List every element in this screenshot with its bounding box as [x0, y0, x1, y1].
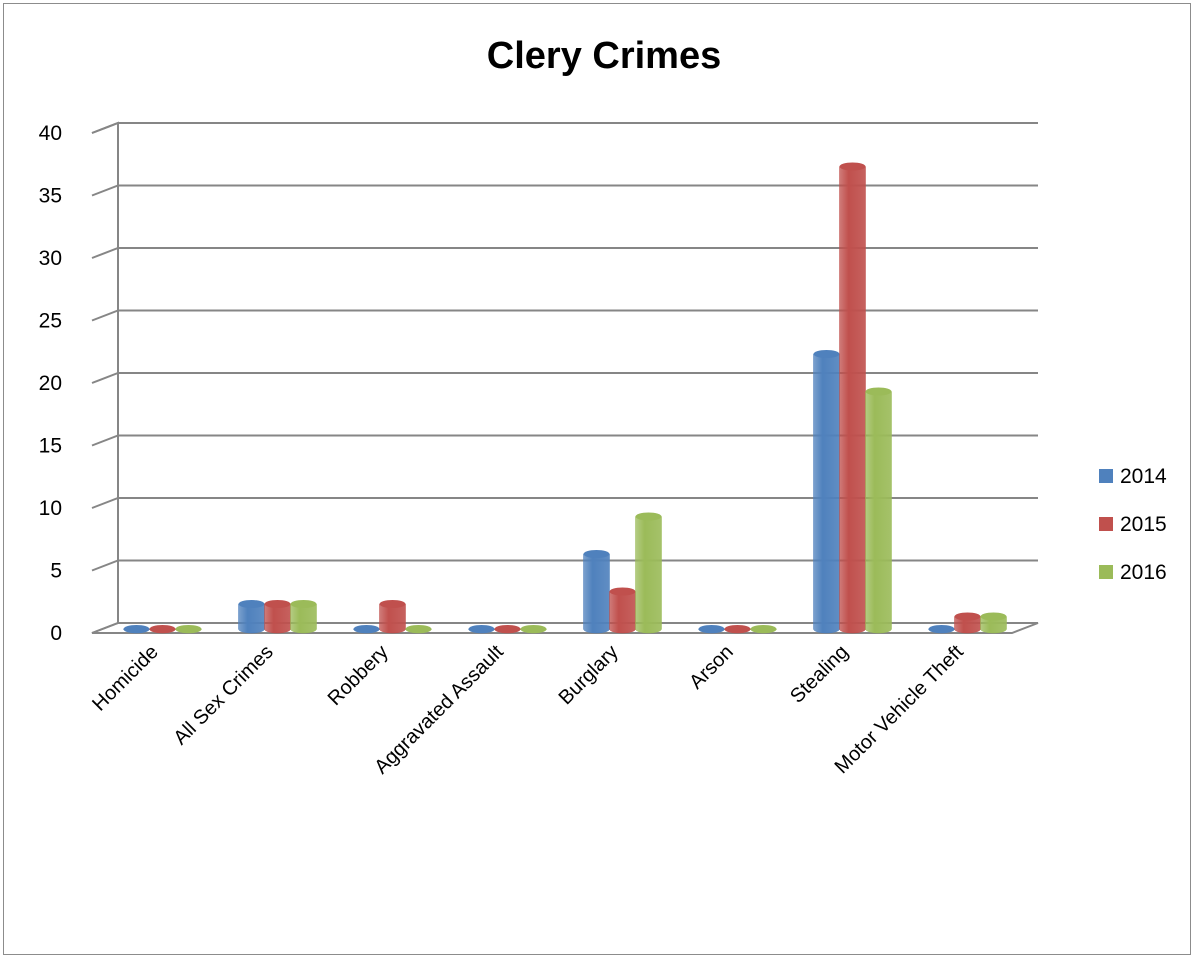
bar-stealing-2014 [813, 353, 840, 634]
chart-walls [91, 121, 1039, 634]
bar-all-sex-crimes-2014 [238, 603, 265, 634]
bar-cap-stealing-2016 [865, 387, 892, 396]
bar-cap-stealing-2014 [813, 350, 840, 358]
x-tick-label: Burglary [555, 641, 623, 709]
bar-cap-arson-2016 [750, 625, 777, 633]
bars [123, 162, 1007, 634]
y-axis-ticks: 0 5 10 15 20 25 30 35 40 [39, 122, 62, 645]
bar-cap-stealing-2015 [839, 162, 866, 171]
bar-cap-aggravated-assault-2016 [520, 625, 547, 633]
bar-cap-robbery-2014 [353, 625, 380, 633]
bar-cap-aggravated-assault-2014 [468, 625, 495, 633]
bar-cap-homicide-2015 [149, 625, 176, 633]
gridlines [91, 122, 1038, 572]
bar-cap-aggravated-assault-2015 [494, 625, 521, 633]
gridline [91, 247, 1038, 259]
bar-cap-homicide-2016 [175, 625, 202, 633]
gridline [91, 309, 1038, 322]
x-tick-label: Aggravated Assault [370, 641, 508, 779]
bar-cap-all-sex-crimes-2014 [238, 600, 265, 608]
bar-all-sex-crimes-2016 [290, 603, 317, 634]
bar-stealing-2016 [865, 391, 892, 634]
gridline [91, 372, 1038, 384]
legend-swatch-2015 [1099, 517, 1113, 531]
x-tick-label: Motor Vehicle Theft [831, 641, 968, 778]
bar-cap-all-sex-crimes-2015 [264, 600, 291, 608]
bar-burglary-2016 [635, 516, 662, 634]
bar-burglary-2014 [583, 553, 610, 634]
gridline [91, 122, 1038, 134]
bar-cap-motor-vehicle-theft-2016 [980, 612, 1007, 621]
chart-title: Clery Crimes [487, 35, 721, 77]
legend-label-2016: 2016 [1120, 561, 1167, 584]
legend-swatch-2016 [1099, 565, 1113, 579]
x-tick-label: Homicide [88, 641, 163, 716]
bar-cap-robbery-2016 [405, 625, 432, 633]
x-tick-label: Arson [685, 641, 738, 694]
y-tick-label: 20 [39, 372, 62, 395]
y-tick-label: 25 [39, 310, 62, 333]
y-tick-label: 10 [39, 497, 62, 520]
bar-burglary-2015 [609, 591, 636, 634]
legend-swatch-2014 [1099, 469, 1113, 483]
bar-cap-burglary-2016 [635, 512, 662, 521]
y-tick-label: 5 [50, 560, 62, 583]
legend-label-2015: 2015 [1120, 513, 1167, 536]
x-tick-label: All Sex Crimes [169, 641, 277, 749]
y-tick-label: 15 [39, 435, 62, 458]
bar-cap-all-sex-crimes-2016 [290, 600, 317, 608]
y-tick-label: 40 [39, 122, 62, 145]
x-tick-label: Robbery [324, 641, 393, 710]
bar-stealing-2015 [839, 166, 866, 634]
chart-frame [3, 3, 1191, 955]
gridline [91, 434, 1038, 447]
legend: 2014 2015 2016 [1099, 465, 1167, 584]
bar-cap-robbery-2015 [379, 600, 406, 608]
bar-cap-burglary-2015 [609, 587, 636, 596]
bar-cap-motor-vehicle-theft-2015 [954, 612, 981, 621]
bar-cap-arson-2014 [698, 625, 725, 633]
y-tick-label: 30 [39, 247, 62, 270]
gridline [91, 559, 1038, 572]
bar-cap-motor-vehicle-theft-2014 [928, 625, 955, 633]
x-tick-label: Stealing [786, 641, 853, 708]
bar-all-sex-crimes-2015 [264, 603, 291, 634]
bar-robbery-2015 [379, 603, 406, 634]
bar-motor-vehicle-theft-2016 [980, 616, 1007, 634]
bar-cap-homicide-2014 [123, 625, 150, 633]
bar-cap-arson-2015 [724, 625, 751, 633]
gridline [91, 184, 1038, 197]
y-tick-label: 35 [39, 185, 62, 208]
legend-label-2014: 2014 [1120, 465, 1167, 488]
gridline [91, 497, 1038, 509]
x-axis-labels: Homicide All Sex Crimes RobberyAggravated … [88, 641, 968, 779]
y-tick-label: 0 [50, 622, 62, 645]
floor [91, 622, 1039, 634]
bar-cap-burglary-2014 [583, 550, 610, 558]
